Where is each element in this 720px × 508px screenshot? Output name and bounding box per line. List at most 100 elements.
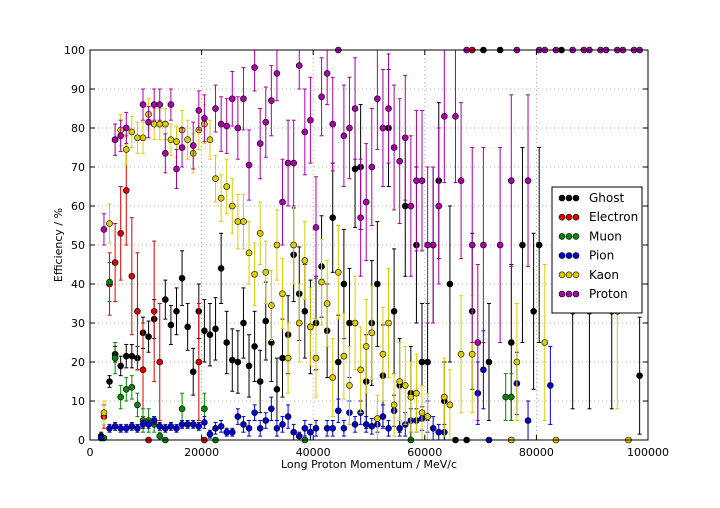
data-point — [223, 183, 231, 190]
x-tick-label: 20000 — [184, 446, 219, 459]
data-point — [167, 101, 175, 108]
y-tick-label: 70 — [71, 161, 85, 174]
data-point — [156, 358, 164, 366]
data-point — [480, 366, 487, 374]
legend-marker — [558, 271, 566, 279]
data-point — [530, 307, 537, 315]
data-point — [189, 142, 197, 149]
data-point — [429, 241, 437, 249]
legend-marker — [572, 252, 580, 259]
data-point — [128, 128, 136, 136]
data-point — [351, 105, 359, 112]
legend-item-muon: Muon — [558, 229, 622, 243]
data-point — [301, 128, 309, 136]
data-point — [234, 413, 242, 420]
data-point — [301, 257, 309, 264]
data-point — [117, 393, 124, 401]
data-point — [106, 220, 113, 227]
data-point — [234, 358, 242, 366]
data-point — [240, 218, 247, 225]
data-point — [335, 268, 342, 276]
data-point — [368, 163, 376, 171]
data-point — [189, 421, 197, 428]
legend-marker — [565, 213, 573, 221]
data-point — [418, 177, 426, 184]
data-point — [346, 124, 353, 132]
data-point — [167, 321, 175, 329]
data-point — [268, 405, 275, 413]
data-point — [240, 421, 247, 428]
data-point — [134, 134, 141, 142]
x-tick-label: 0 — [87, 446, 94, 459]
data-point — [212, 105, 219, 112]
data-point — [145, 333, 152, 340]
data-point — [323, 70, 331, 77]
data-point — [368, 423, 376, 430]
y-tick-label: 10 — [71, 395, 85, 408]
data-point — [379, 124, 387, 132]
data-point — [407, 393, 415, 401]
data-point — [139, 421, 147, 428]
data-point — [173, 138, 180, 145]
data-point — [201, 114, 208, 122]
data-point — [134, 307, 141, 315]
legend-label: Electron — [589, 210, 638, 224]
legend-marker — [572, 271, 580, 279]
legend-marker — [565, 290, 573, 298]
data-point — [496, 241, 504, 249]
data-point — [117, 230, 124, 237]
data-point — [429, 424, 437, 432]
data-point — [201, 419, 208, 426]
data-point — [162, 150, 169, 157]
data-point — [251, 270, 258, 278]
data-point — [379, 413, 387, 420]
data-point — [390, 401, 398, 409]
data-point — [228, 95, 236, 103]
data-point — [251, 343, 258, 350]
data-point — [507, 393, 515, 401]
legend-marker — [572, 194, 580, 202]
data-point — [273, 241, 281, 249]
data-point — [150, 101, 158, 108]
data-point — [284, 159, 292, 167]
legend-item-proton: Proton — [558, 287, 628, 301]
data-point — [446, 401, 454, 409]
data-point — [156, 120, 164, 128]
legend-marker — [565, 194, 573, 202]
data-point — [223, 122, 231, 130]
series-proton — [100, 46, 643, 421]
data-point — [184, 323, 191, 331]
data-point — [401, 134, 409, 142]
data-point — [173, 307, 180, 315]
y-tick-label: 60 — [71, 200, 85, 213]
data-point — [379, 350, 387, 358]
data-point — [396, 157, 403, 165]
data-point — [435, 428, 443, 436]
data-point — [184, 421, 191, 428]
legend-item-pion: Pion — [558, 249, 614, 263]
data-point — [340, 352, 348, 360]
data-point — [357, 214, 364, 221]
data-point — [401, 382, 409, 389]
data-point — [273, 385, 281, 393]
data-point — [413, 389, 420, 397]
legend-label: Ghost — [589, 191, 624, 205]
data-point — [307, 116, 314, 124]
data-point — [301, 307, 309, 315]
data-point — [457, 177, 465, 184]
legend-marker — [565, 271, 573, 279]
data-point — [128, 272, 136, 280]
data-point — [279, 354, 286, 362]
data-point — [122, 187, 130, 194]
data-point — [195, 358, 203, 366]
data-point — [217, 423, 225, 430]
data-point — [122, 146, 130, 153]
data-point — [217, 194, 225, 202]
legend-marker — [572, 290, 580, 298]
x-axis: 0 20000 40000 60000 80000 100000 — [87, 50, 669, 459]
data-point — [111, 136, 119, 143]
data-point — [279, 198, 286, 206]
data-point — [178, 405, 186, 413]
data-point — [312, 224, 320, 231]
